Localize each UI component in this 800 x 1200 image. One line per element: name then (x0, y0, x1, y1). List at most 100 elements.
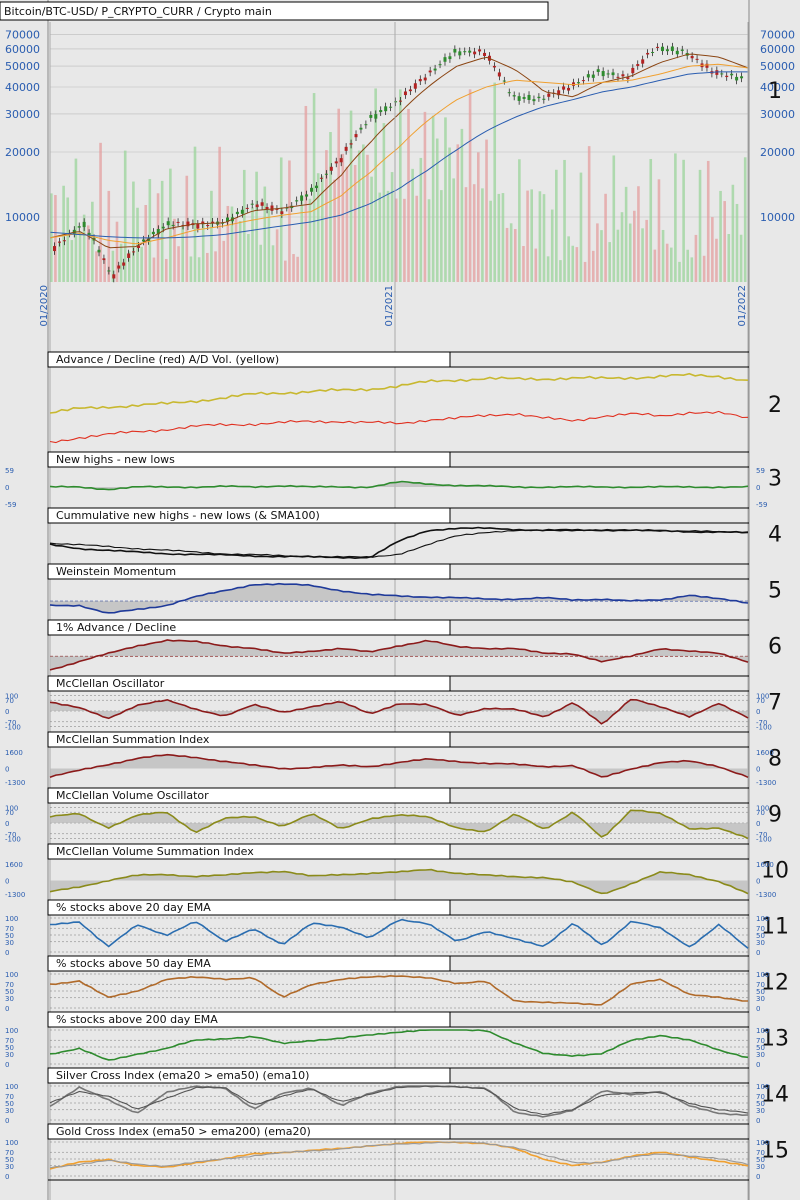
panel-tick-right: -100 (756, 835, 772, 843)
volume-bar (415, 195, 419, 282)
price-tick-left: 20000 (5, 146, 40, 159)
candle-body (567, 87, 571, 91)
panel-tick-left: 70 (5, 981, 14, 989)
candle-body (176, 221, 180, 223)
panel-tick-left: 0 (5, 820, 9, 828)
volume-bar (665, 243, 669, 282)
panel-tick-right: 70 (756, 925, 765, 933)
volume-bar (555, 169, 558, 282)
candle-body (408, 89, 412, 92)
volume-bar (604, 193, 607, 282)
indicator-panel: Weinstein Momentum 5 (47, 563, 782, 614)
candle-body (483, 52, 487, 56)
panel-tick-left: 70 (5, 809, 14, 817)
panel-tick-left: -1300 (5, 779, 25, 787)
candle-body (255, 204, 259, 208)
volume-bar (456, 144, 460, 282)
indicator-panels: Advance / Decline (red) A/D Vol. (yellow… (5, 351, 789, 1181)
panel-tick-right: 100 (756, 971, 769, 979)
volume-bar (279, 157, 283, 282)
volume-bar (649, 158, 653, 282)
panel-number: 4 (768, 523, 782, 548)
candle-body (660, 46, 664, 52)
panel-series-line (49, 528, 749, 558)
panel-title-box (47, 1067, 451, 1084)
panel-tick-right: 0 (756, 1173, 760, 1181)
candle-body (735, 76, 739, 81)
candle-body (151, 231, 155, 235)
panel-number: 2 (768, 393, 782, 418)
candle-body (319, 177, 323, 179)
candle-body (221, 222, 225, 224)
volume-bar (674, 153, 677, 282)
panel-tick-left: -70 (5, 831, 16, 839)
volume-bar (349, 110, 353, 282)
panel-number: 14 (761, 1083, 789, 1108)
volume-bar (152, 257, 156, 282)
panel-tick-left: 30 (5, 939, 14, 947)
volume-bar (115, 221, 119, 282)
candle-body (196, 223, 200, 229)
candle-body (740, 76, 744, 79)
volume-bar (608, 242, 611, 282)
volume-bar (715, 238, 718, 282)
volume-bar (128, 251, 131, 282)
panel-tick-left: 30 (5, 1051, 14, 1059)
candle-body (438, 64, 442, 66)
panel-number: 6 (768, 635, 782, 660)
panel-tick-left: 100 (5, 693, 18, 701)
volume-bar (493, 82, 497, 283)
volume-bar (530, 189, 533, 282)
panel-tick-right: 1600 (756, 861, 774, 869)
volume-bar (694, 234, 698, 282)
candle-body (542, 98, 546, 100)
panel-tick-left: 50 (5, 1044, 14, 1052)
candle-body (112, 274, 116, 279)
candle-body (141, 239, 145, 242)
volume-bar (201, 222, 205, 282)
volume-bar (538, 191, 542, 282)
candle-body (621, 74, 625, 77)
panel-tick-left: 0 (5, 878, 9, 886)
volume-bar (678, 261, 681, 282)
main-title: Bitcoin/BTC-USD/ P_CRYPTO_CURR / Crypto … (4, 5, 272, 18)
candle-body (433, 68, 437, 71)
price-tick-left: 10000 (5, 211, 40, 224)
candle-body (260, 202, 264, 206)
candle-body (517, 96, 521, 101)
volume-bar (513, 229, 517, 282)
indicator-panel: Cummulative new highs - new lows (& SMA1… (47, 507, 782, 560)
candle-body (77, 226, 81, 228)
volume-bar (505, 227, 509, 282)
volume-bar (197, 257, 201, 282)
panel-tick-left: 70 (5, 925, 14, 933)
volume-bar (390, 172, 394, 282)
volume-bar (579, 172, 583, 282)
volume-bar (637, 186, 640, 282)
panel-title: % stocks above 200 day EMA (56, 1013, 218, 1026)
panel-tick-left: 100 (5, 1083, 18, 1091)
volume-bar (431, 115, 435, 283)
panel-title: McClellan Summation Index (56, 733, 210, 746)
price-tick-left: 60000 (5, 43, 40, 56)
candle-body (57, 241, 61, 243)
candle-body (468, 50, 472, 53)
panel-number: 7 (768, 691, 782, 716)
candle-body (725, 75, 729, 78)
candle-body (641, 59, 645, 64)
volume-bar (374, 88, 377, 282)
candle-body (651, 51, 655, 53)
volume-bar (559, 260, 562, 282)
volume-bar (78, 231, 82, 282)
panel-tick-left: 50 (5, 1100, 14, 1108)
candle-body (670, 46, 674, 52)
panel-tick-right: 0 (756, 1117, 760, 1125)
volume-bar (419, 157, 423, 282)
panel-tick-left: 1600 (5, 749, 23, 757)
volume-bar (542, 194, 546, 282)
